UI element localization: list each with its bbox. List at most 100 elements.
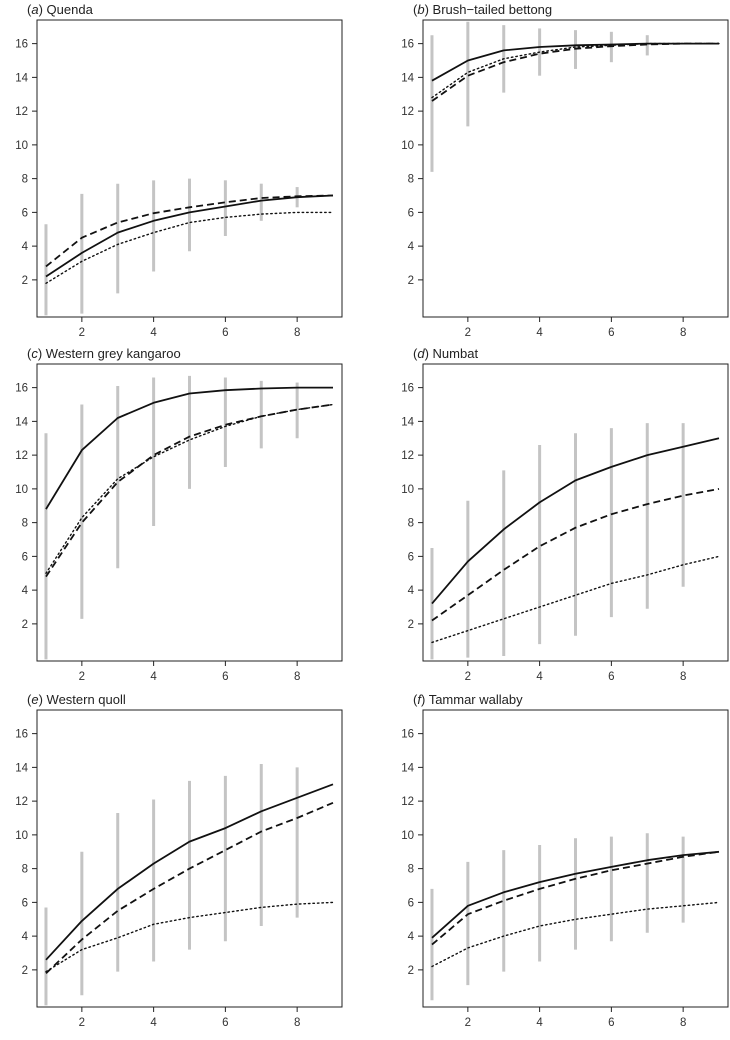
x-tick-label: 6 [608, 327, 614, 339]
panel-letter-open: ( [413, 346, 418, 361]
series-line-dashed [431, 850, 720, 946]
panel-letter: c [31, 346, 38, 361]
y-tick-label: 10 [401, 140, 414, 152]
panel-title: (b) Brush−tailed bettong [413, 2, 552, 17]
y-tick-label: 12 [401, 796, 414, 808]
panel-letter: b [417, 2, 424, 17]
panel-title-text: Quenda [47, 2, 94, 17]
x-tick-label: 2 [465, 327, 471, 339]
plot-frame [36, 19, 343, 318]
x-tick-label: 4 [536, 671, 543, 683]
y-tick-label: 4 [22, 241, 29, 253]
y-tick-label: 2 [22, 275, 28, 287]
y-tick-label: 6 [22, 207, 28, 219]
y-tick-label: 14 [401, 72, 414, 84]
panel-letter: a [31, 2, 38, 17]
y-tick-label: 2 [22, 965, 28, 977]
series-line-dashed [45, 194, 334, 268]
panel-title-text: Western grey kangaroo [46, 346, 181, 361]
y-tick-label: 2 [22, 619, 28, 631]
y-tick-label: 8 [408, 864, 414, 876]
y-tick-label: 10 [401, 484, 414, 496]
panel-title: (c) Western grey kangaroo [27, 346, 181, 361]
series-line-dotted [45, 901, 334, 973]
panel-letter-open: ( [27, 2, 32, 17]
y-tick-label: 8 [408, 174, 414, 186]
y-tick-label: 4 [408, 585, 415, 597]
series-line-solid [431, 850, 720, 939]
panel-e: (e) Western quoll 2 4 6 8 10 12 14 16 2 4 6 8 [15, 692, 343, 1029]
panel-title: (e) Western quoll [27, 692, 126, 707]
plot-frame [36, 709, 343, 1008]
panel-c: (c) Western grey kangaroo 2 4 6 8 10 12 14 16 2 4 6… [15, 346, 343, 683]
y-tick-label: 6 [408, 207, 414, 219]
y-tick-label: 4 [408, 931, 415, 943]
y-tick-label: 12 [15, 796, 28, 808]
x-tick-label: 8 [294, 671, 300, 683]
panel-letter: d [417, 346, 425, 361]
panel-title-text: Brush−tailed bettong [433, 2, 553, 17]
panel-letter-close: ) [39, 2, 47, 17]
panel-title-text: Western quoll [47, 692, 126, 707]
y-tick-label: 8 [22, 518, 28, 530]
x-tick-label: 8 [680, 1017, 686, 1029]
panel-letter-close: ) [425, 2, 433, 17]
y-tick-label: 10 [15, 484, 28, 496]
series-line-dotted [45, 211, 334, 284]
series-line-solid [431, 42, 719, 82]
y-tick-label: 8 [22, 174, 28, 186]
y-tick-label: 16 [401, 383, 414, 395]
y-tick-label: 4 [22, 585, 29, 597]
x-tick-label: 4 [150, 1017, 157, 1029]
panel-d: (d) Numbat 2 4 6 8 10 12 14 16 2 4 6 8 [401, 346, 729, 683]
series-line-dotted [431, 42, 720, 99]
y-tick-label: 16 [401, 39, 414, 51]
x-tick-label: 4 [150, 671, 157, 683]
series-line-solid [45, 386, 333, 510]
x-tick-label: 6 [608, 671, 614, 683]
y-tick-label: 12 [15, 106, 28, 118]
panel-letter-close: ) [425, 346, 433, 361]
y-tick-label: 2 [408, 965, 414, 977]
panel-letter-open: ( [413, 2, 418, 17]
x-tick-label: 2 [465, 1017, 471, 1029]
y-tick-label: 12 [401, 450, 414, 462]
y-tick-label: 14 [401, 762, 414, 774]
series-line-dashed [45, 801, 334, 974]
y-tick-label: 4 [22, 931, 29, 943]
panel-letter-close: ) [421, 692, 429, 707]
y-tick-label: 2 [408, 275, 414, 287]
panel-letter-open: ( [27, 346, 32, 361]
panel-letter-open: ( [27, 692, 32, 707]
panel-letter: f [417, 692, 422, 707]
y-tick-label: 6 [22, 897, 28, 909]
x-tick-label: 8 [680, 327, 686, 339]
series-line-dashed [431, 42, 719, 102]
plot-frame [422, 709, 729, 1008]
x-tick-label: 8 [680, 671, 686, 683]
x-tick-label: 2 [465, 671, 471, 683]
panel-a: (a) Quenda 2 4 6 8 10 12 14 16 2 4 6 8 [15, 2, 343, 339]
x-tick-label: 2 [79, 1017, 85, 1029]
panel-title-text: Tammar wallaby [429, 692, 523, 707]
series-line-dashed [45, 403, 334, 578]
panel-title-text: Numbat [433, 346, 479, 361]
y-tick-label: 12 [401, 106, 414, 118]
y-tick-label: 10 [401, 830, 414, 842]
y-tick-label: 2 [408, 619, 414, 631]
series-line-dashed [431, 488, 720, 622]
panel-letter-close: ) [38, 346, 46, 361]
x-tick-label: 8 [294, 327, 300, 339]
plot-frame [422, 363, 729, 662]
x-tick-label: 4 [150, 327, 157, 339]
y-tick-label: 8 [22, 864, 28, 876]
y-tick-label: 16 [15, 383, 28, 395]
panel-title: (f) Tammar wallaby [413, 692, 523, 707]
x-tick-label: 4 [536, 1017, 543, 1029]
panel-letter-open: ( [413, 692, 418, 707]
plot-frame [36, 363, 343, 662]
series-line-solid [45, 783, 334, 961]
panel-title: (a) Quenda [27, 2, 94, 17]
